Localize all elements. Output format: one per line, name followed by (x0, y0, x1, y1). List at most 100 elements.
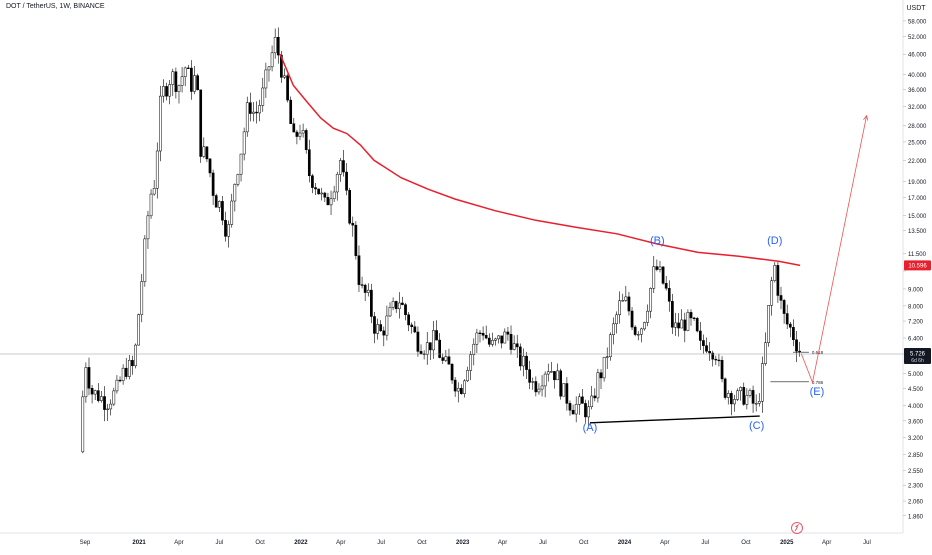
candle (261, 77, 265, 112)
candle (726, 390, 730, 405)
candle-body-down (199, 89, 203, 157)
candle (782, 298, 786, 324)
candle-body-down (428, 342, 432, 351)
candle-body-up (646, 310, 649, 323)
current-price-value: 5.726 (910, 351, 926, 357)
candle-body-up (230, 200, 234, 225)
candle-body-down (714, 358, 718, 361)
x-tick-label: Oct (255, 540, 265, 546)
candle (329, 190, 333, 216)
candle (764, 332, 767, 366)
candle (276, 27, 280, 64)
candle-body-down (506, 331, 510, 335)
candle-body-down (196, 75, 199, 91)
candle (537, 383, 541, 395)
candle-body-down (447, 356, 451, 365)
candle-body-down (214, 195, 218, 208)
candle (717, 353, 721, 367)
candle (689, 309, 693, 326)
candle-body-down (401, 302, 404, 305)
candle (416, 326, 420, 357)
y-tick-label: 32.000 (908, 105, 927, 111)
y-tick-label: 28.000 (908, 124, 927, 130)
candle-body-up (171, 71, 175, 85)
candle-body-down (342, 160, 345, 173)
candle (196, 73, 199, 91)
candle (93, 389, 97, 400)
candle (509, 325, 513, 355)
candle (683, 312, 687, 343)
candle (447, 348, 451, 365)
x-tick-label: Jul (863, 540, 871, 546)
candle (627, 291, 631, 316)
candle-body-down (711, 352, 715, 360)
candle-body-up (233, 184, 237, 202)
candle-body-down (785, 313, 789, 325)
y-tick-label: 3.600 (908, 419, 924, 425)
candle (320, 187, 324, 201)
candle-body-down (103, 396, 106, 410)
candle (745, 388, 749, 410)
candle (134, 343, 137, 369)
candle (761, 356, 764, 413)
candle-body-up (264, 69, 268, 89)
candle-body-down (525, 355, 528, 370)
candle (677, 313, 680, 337)
candle-body-up (301, 130, 305, 134)
candle (568, 400, 572, 416)
candle (671, 293, 674, 335)
candle-body-down (174, 71, 178, 92)
candle-body-down (705, 345, 708, 352)
candle (518, 343, 522, 371)
candle (438, 333, 441, 359)
moving-average-value: 10.596 (908, 264, 927, 270)
candle (152, 179, 156, 196)
candle (497, 335, 500, 344)
candle (742, 382, 746, 406)
y-tick-label: 3.200 (908, 436, 924, 442)
wave-label: (D) (767, 235, 782, 247)
candle-body-up (739, 387, 743, 392)
candle-body-up (335, 174, 339, 193)
candle-body-down (627, 296, 631, 312)
y-tick-label: 1.860 (908, 514, 924, 520)
x-tick-label: Oct (417, 540, 427, 546)
candle-body-up (522, 355, 525, 367)
candle (267, 65, 271, 82)
candle (146, 210, 150, 249)
candle-body-down (633, 326, 637, 335)
candle (453, 377, 457, 397)
candle (87, 357, 91, 396)
candle-body-up (366, 289, 370, 293)
candle (500, 335, 504, 349)
candle (373, 312, 376, 344)
candle (404, 302, 407, 321)
candle (351, 216, 355, 237)
candle (767, 305, 770, 347)
candle-body-down (708, 351, 711, 354)
candle-body-up (497, 335, 500, 340)
candle (556, 363, 559, 381)
candle-body-up (329, 198, 333, 206)
candle (159, 85, 162, 162)
candle (550, 362, 553, 373)
candle (84, 362, 88, 403)
candle-body-up (757, 401, 761, 404)
candle-body-up (239, 153, 243, 175)
candle (531, 377, 535, 390)
candle (292, 117, 296, 133)
x-tick-label: 2025 (780, 540, 794, 546)
candle-body-down (345, 171, 348, 191)
candle (342, 149, 345, 177)
candle (633, 325, 637, 337)
candle-body-up (100, 396, 103, 401)
candle-body-up (764, 342, 767, 364)
x-tick-label: Jul (539, 540, 547, 546)
candle-body-up (391, 301, 395, 308)
candle-body-down (481, 332, 485, 336)
candle (252, 102, 255, 122)
candle-body-down (348, 190, 352, 224)
projection-arrow (801, 115, 867, 384)
